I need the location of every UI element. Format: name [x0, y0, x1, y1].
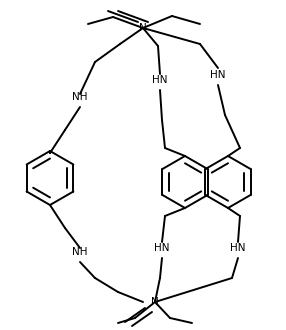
Text: N: N: [139, 23, 147, 33]
Text: HN: HN: [230, 243, 246, 253]
Text: NH: NH: [72, 92, 88, 102]
Text: HN: HN: [152, 75, 168, 85]
Text: N: N: [151, 297, 159, 307]
Text: HN: HN: [210, 70, 226, 80]
Text: NH: NH: [72, 247, 88, 257]
Text: HN: HN: [154, 243, 170, 253]
